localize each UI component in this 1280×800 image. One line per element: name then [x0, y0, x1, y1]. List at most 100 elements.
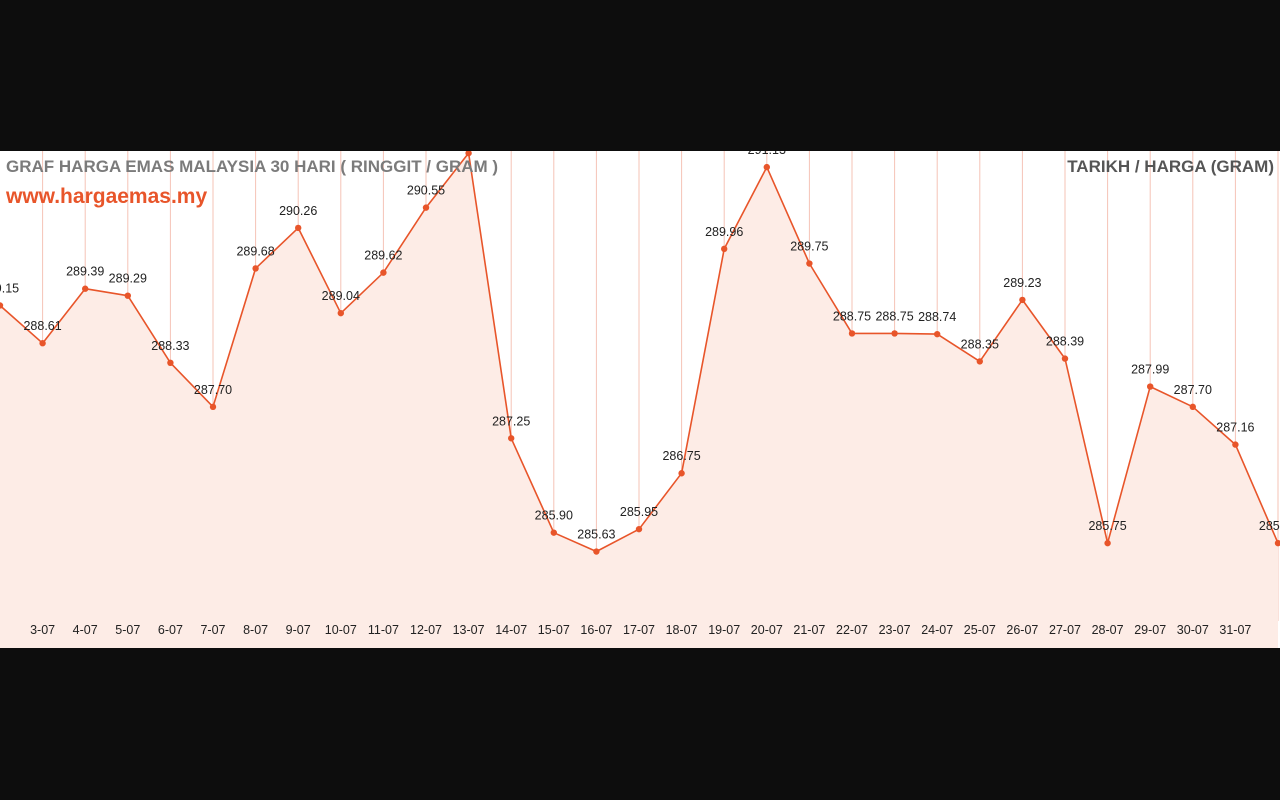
x-tick-label-11-07: 11-07 [368, 623, 399, 637]
data-label-26-07: 289.23 [1003, 276, 1041, 290]
x-tick-layer: 3-07 4-07 5-07 6-07 7-07 8-07 9-07 10-07 11-07 12… [30, 623, 1251, 637]
x-tick-label-5-07: 5-07 [115, 623, 140, 637]
data-point-3-07 [39, 340, 46, 347]
data-point-18-07 [678, 470, 685, 477]
x-tick-label-7-07: 7-07 [200, 623, 225, 637]
data-point-24-07 [934, 330, 941, 338]
data-point-14-07 [508, 435, 515, 442]
data-label-14-07: 287.25 [492, 414, 530, 428]
data-point-31-07 [1232, 441, 1239, 448]
chart-panel: 289.15 288.61 289.39 289.29 288.33 287.70 289.… [0, 151, 1280, 648]
data-label-21-07: 289.75 [790, 240, 828, 254]
data-point-11-07 [380, 269, 387, 276]
data-point-9-07 [295, 224, 302, 232]
data-label-7-07: 287.70 [194, 383, 232, 397]
x-tick-label-17-07: 17-07 [623, 623, 655, 637]
data-point-19-07 [721, 245, 728, 253]
data-label-12-07: 290.55 [407, 184, 445, 198]
data-point-15-07 [550, 529, 557, 536]
data-point-1-08 [1274, 539, 1280, 547]
data-label-2-07: 289.15 [0, 281, 19, 295]
data-label-11-07: 289.62 [364, 249, 402, 263]
x-tick-label-6-07: 6-07 [158, 623, 183, 637]
x-tick-label-28-07: 28-07 [1092, 623, 1124, 637]
data-label-29-07: 287.99 [1131, 363, 1169, 377]
data-label-23-07: 288.75 [875, 309, 913, 323]
data-point-4-07 [82, 285, 89, 292]
data-label-15-07: 285.90 [535, 509, 573, 523]
x-tick-label-21-07: 21-07 [793, 623, 825, 637]
data-label-25-07: 288.35 [961, 337, 999, 351]
data-point-27-07 [1061, 355, 1069, 362]
data-point-23-07 [891, 330, 898, 337]
data-point-21-07 [806, 260, 813, 267]
chart-title: GRAF HARGA EMAS MALAYSIA 30 HARI ( RINGG… [6, 157, 499, 176]
data-label-1-08: 285.75 [1259, 519, 1280, 533]
data-point-20-07 [763, 163, 770, 171]
point-layer [0, 151, 1280, 555]
data-label-27-07: 288.39 [1046, 335, 1084, 349]
data-point-5-07 [124, 292, 131, 299]
data-label-28-07: 285.75 [1088, 519, 1126, 533]
x-tick-label-10-07: 10-07 [325, 623, 357, 637]
data-point-8-07 [252, 265, 259, 272]
x-tick-label-23-07: 23-07 [879, 623, 911, 637]
x-tick-label-19-07: 19-07 [708, 623, 740, 637]
x-tick-label-29-07: 29-07 [1134, 623, 1166, 637]
data-point-28-07 [1104, 539, 1111, 547]
data-label-24-07: 288.74 [918, 310, 956, 324]
data-label-6-07: 288.33 [151, 339, 189, 353]
data-point-12-07 [422, 204, 430, 211]
x-tick-label-15-07: 15-07 [538, 623, 570, 637]
area-layer [0, 153, 1278, 648]
data-label-30-07: 287.70 [1174, 383, 1212, 397]
x-tick-label-16-07: 16-07 [580, 623, 612, 637]
data-point-17-07 [635, 525, 643, 533]
data-point-22-07 [848, 330, 856, 337]
data-label-9-07: 290.26 [279, 204, 317, 218]
x-tick-label-3-07: 3-07 [30, 623, 55, 637]
x-tick-label-20-07: 20-07 [751, 623, 783, 637]
data-label-8-07: 289.68 [236, 244, 274, 258]
data-label-5-07: 289.29 [109, 272, 147, 286]
x-tick-label-14-07: 14-07 [495, 623, 527, 637]
area-fill [0, 153, 1278, 648]
data-label-10-07: 289.04 [322, 289, 360, 303]
data-point-13-07 [465, 151, 472, 157]
data-label-17-07: 285.95 [620, 505, 658, 519]
x-tick-label-18-07: 18-07 [666, 623, 698, 637]
x-tick-label-25-07: 25-07 [964, 623, 996, 637]
data-point-25-07 [976, 358, 983, 365]
data-label-22-07: 288.75 [833, 309, 871, 323]
x-tick-label-30-07: 30-07 [1177, 623, 1209, 637]
data-label-3-07: 288.61 [23, 319, 61, 333]
x-tick-label-12-07: 12-07 [410, 623, 442, 637]
x-tick-label-13-07: 13-07 [453, 623, 485, 637]
data-label-layer: 289.15 288.61 289.39 289.29 288.33 287.70 289.… [0, 151, 1280, 542]
x-tick-label-8-07: 8-07 [243, 623, 268, 637]
data-label-16-07: 285.63 [577, 528, 615, 542]
x-tick-label-9-07: 9-07 [286, 623, 311, 637]
legend-label: TARIKH / HARGA (GRAM) [1067, 157, 1274, 176]
site-url-link[interactable]: www.hargaemas.my [6, 185, 208, 208]
x-tick-label-31-07: 31-07 [1219, 623, 1251, 637]
x-tick-label-24-07: 24-07 [921, 623, 953, 637]
x-tick-label-4-07: 4-07 [73, 623, 98, 637]
data-point-6-07 [167, 359, 174, 367]
data-point-10-07 [337, 309, 344, 317]
x-tick-label-27-07: 27-07 [1049, 623, 1081, 637]
data-label-20-07: 291.13 [748, 151, 786, 157]
data-point-7-07 [209, 403, 217, 411]
data-point-2-07 [0, 302, 4, 309]
data-point-30-07 [1189, 403, 1197, 411]
x-tick-label-22-07: 22-07 [836, 623, 868, 637]
data-label-19-07: 289.96 [705, 225, 743, 239]
data-point-26-07 [1019, 296, 1026, 304]
data-point-16-07 [593, 548, 600, 555]
data-label-4-07: 289.39 [66, 265, 104, 279]
data-label-31-07: 287.16 [1216, 421, 1254, 435]
data-point-29-07 [1147, 383, 1154, 390]
data-label-18-07: 286.75 [662, 449, 700, 463]
x-tick-label-26-07: 26-07 [1006, 623, 1038, 637]
chart-plot: 289.15 288.61 289.39 289.29 288.33 287.70 289.… [0, 151, 1280, 648]
